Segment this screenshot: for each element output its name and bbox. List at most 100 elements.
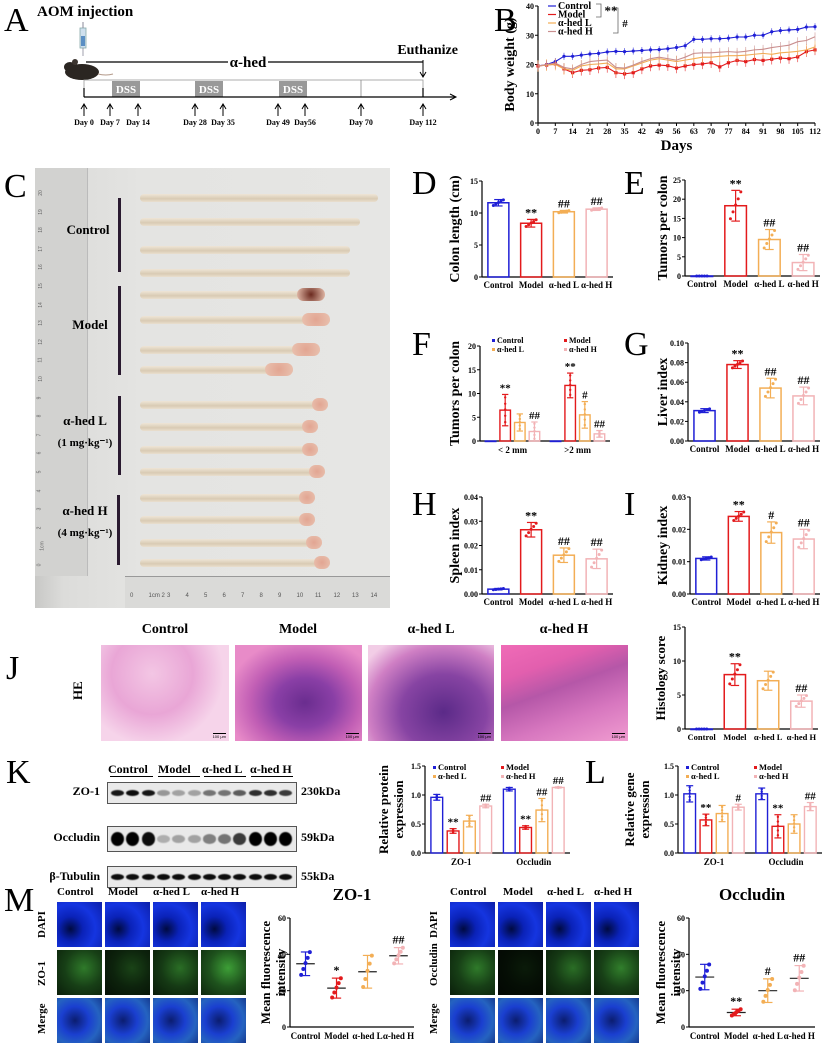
panel-letter-d: D xyxy=(412,165,437,202)
data-point xyxy=(739,512,743,516)
legend-label: α-hed H xyxy=(569,345,598,354)
scale-bar: 100 μm xyxy=(212,733,226,739)
legend-swatch xyxy=(754,766,757,769)
data-point xyxy=(741,359,745,363)
blot-band xyxy=(172,834,186,844)
colon-specimen xyxy=(140,269,350,277)
divider xyxy=(158,776,200,777)
significance-mark: ** xyxy=(605,3,618,18)
data-point xyxy=(733,364,737,368)
data-point xyxy=(688,795,691,798)
y-tick-label: 25 xyxy=(673,176,681,185)
scale-bar: 100 μm xyxy=(611,733,625,739)
panel-letter-h: H xyxy=(412,486,437,523)
y-tick-label: 10 xyxy=(673,234,681,243)
data-point xyxy=(708,407,712,411)
blot-band xyxy=(126,874,140,880)
legend-swatch xyxy=(433,766,436,769)
x-tick-label: α-hed L xyxy=(352,1031,382,1041)
data-point xyxy=(703,409,706,413)
blot-size-occludin: 59kDa xyxy=(301,830,335,844)
he-title-alpha-hed-l: α-hed L xyxy=(407,622,455,637)
if-image-occ-merge xyxy=(450,998,495,1043)
data-point xyxy=(518,424,522,427)
data-point xyxy=(540,813,544,816)
if-column-title: Model xyxy=(503,886,533,898)
y-axis-label: expression xyxy=(637,780,652,839)
treatment-label: α-hed xyxy=(230,55,267,71)
data-point xyxy=(648,48,653,52)
data-point xyxy=(799,699,803,703)
if-column-title: α-hed H xyxy=(201,886,240,898)
data-point xyxy=(468,815,471,818)
colon-specimen xyxy=(140,468,325,476)
tumor xyxy=(265,363,293,376)
significance-mark: ## xyxy=(798,515,810,529)
day-label: Day 14 xyxy=(126,118,150,127)
legend-swatch xyxy=(492,339,495,342)
data-point xyxy=(702,974,707,979)
colon-photo: 0 1cm 2 3 4 5 6 7 8 9 10 11 12 13 14 15 16 17 18 19 20 0 1cm … xyxy=(35,168,390,608)
blot-group-control: Control xyxy=(108,762,148,776)
legend-label: α-hed L xyxy=(438,771,467,781)
colon-specimen xyxy=(140,194,378,202)
data-point xyxy=(772,526,776,530)
data-point xyxy=(562,54,566,58)
ruler-mark: 9 xyxy=(278,593,282,599)
data-point xyxy=(524,225,528,229)
data-point xyxy=(396,953,401,958)
data-point xyxy=(695,727,699,731)
data-point xyxy=(792,988,797,993)
data-point xyxy=(720,818,724,821)
y-tick-label: 0 xyxy=(530,119,534,128)
data-point xyxy=(657,63,661,67)
legend-swatch xyxy=(686,766,689,769)
data-point xyxy=(728,682,732,686)
x-tick-label: α-hed H xyxy=(383,1031,414,1041)
x-tick-label: Model xyxy=(519,280,544,290)
colon-specimen xyxy=(140,539,322,547)
panel-letter-c: C xyxy=(4,168,27,205)
he-image-control: 100 μm xyxy=(101,645,229,741)
data-point xyxy=(707,962,712,967)
data-point xyxy=(484,803,487,806)
data-point xyxy=(562,553,566,557)
x-tick-label: Model xyxy=(519,597,544,607)
data-point xyxy=(744,59,748,64)
data-point xyxy=(704,814,708,817)
data-point xyxy=(524,534,528,538)
data-point xyxy=(774,377,778,381)
data-point xyxy=(802,393,805,397)
significance-mark: ## xyxy=(558,196,570,210)
data-point xyxy=(796,27,800,31)
day-label: Day 112 xyxy=(409,118,436,127)
y-axis-label: Tumors per colon xyxy=(448,341,463,446)
panel-letter-a: A xyxy=(4,2,29,39)
data-point xyxy=(503,414,507,417)
photo-label-dose-h: (4 mg·kg⁻¹) xyxy=(57,527,113,539)
if-image-zo1-merge xyxy=(105,998,150,1043)
data-point xyxy=(720,809,724,812)
data-point xyxy=(468,817,471,820)
data-point xyxy=(728,217,732,221)
y-tick-label: 0.06 xyxy=(670,378,684,387)
if-image-zo1-zo xyxy=(153,950,198,995)
data-point xyxy=(501,198,505,202)
tumor xyxy=(299,513,315,526)
y-tick-label: 0.5 xyxy=(664,820,674,829)
he-image-alpha-hed-h: 100 μm xyxy=(501,645,628,741)
blot-band xyxy=(111,790,124,796)
y-tick-label: 0.02 xyxy=(672,525,686,534)
data-point xyxy=(568,374,572,377)
data-point xyxy=(792,826,796,829)
data-point xyxy=(769,674,773,678)
y-tick-label: 0.5 xyxy=(411,820,421,829)
colon-specimen xyxy=(140,246,350,254)
data-point xyxy=(804,694,808,698)
blot-band xyxy=(218,790,232,796)
x-tick-label: 56 xyxy=(673,127,681,136)
data-point xyxy=(496,201,500,205)
bar xyxy=(683,793,697,854)
data-point xyxy=(742,510,746,514)
colon-specimen xyxy=(140,446,318,454)
